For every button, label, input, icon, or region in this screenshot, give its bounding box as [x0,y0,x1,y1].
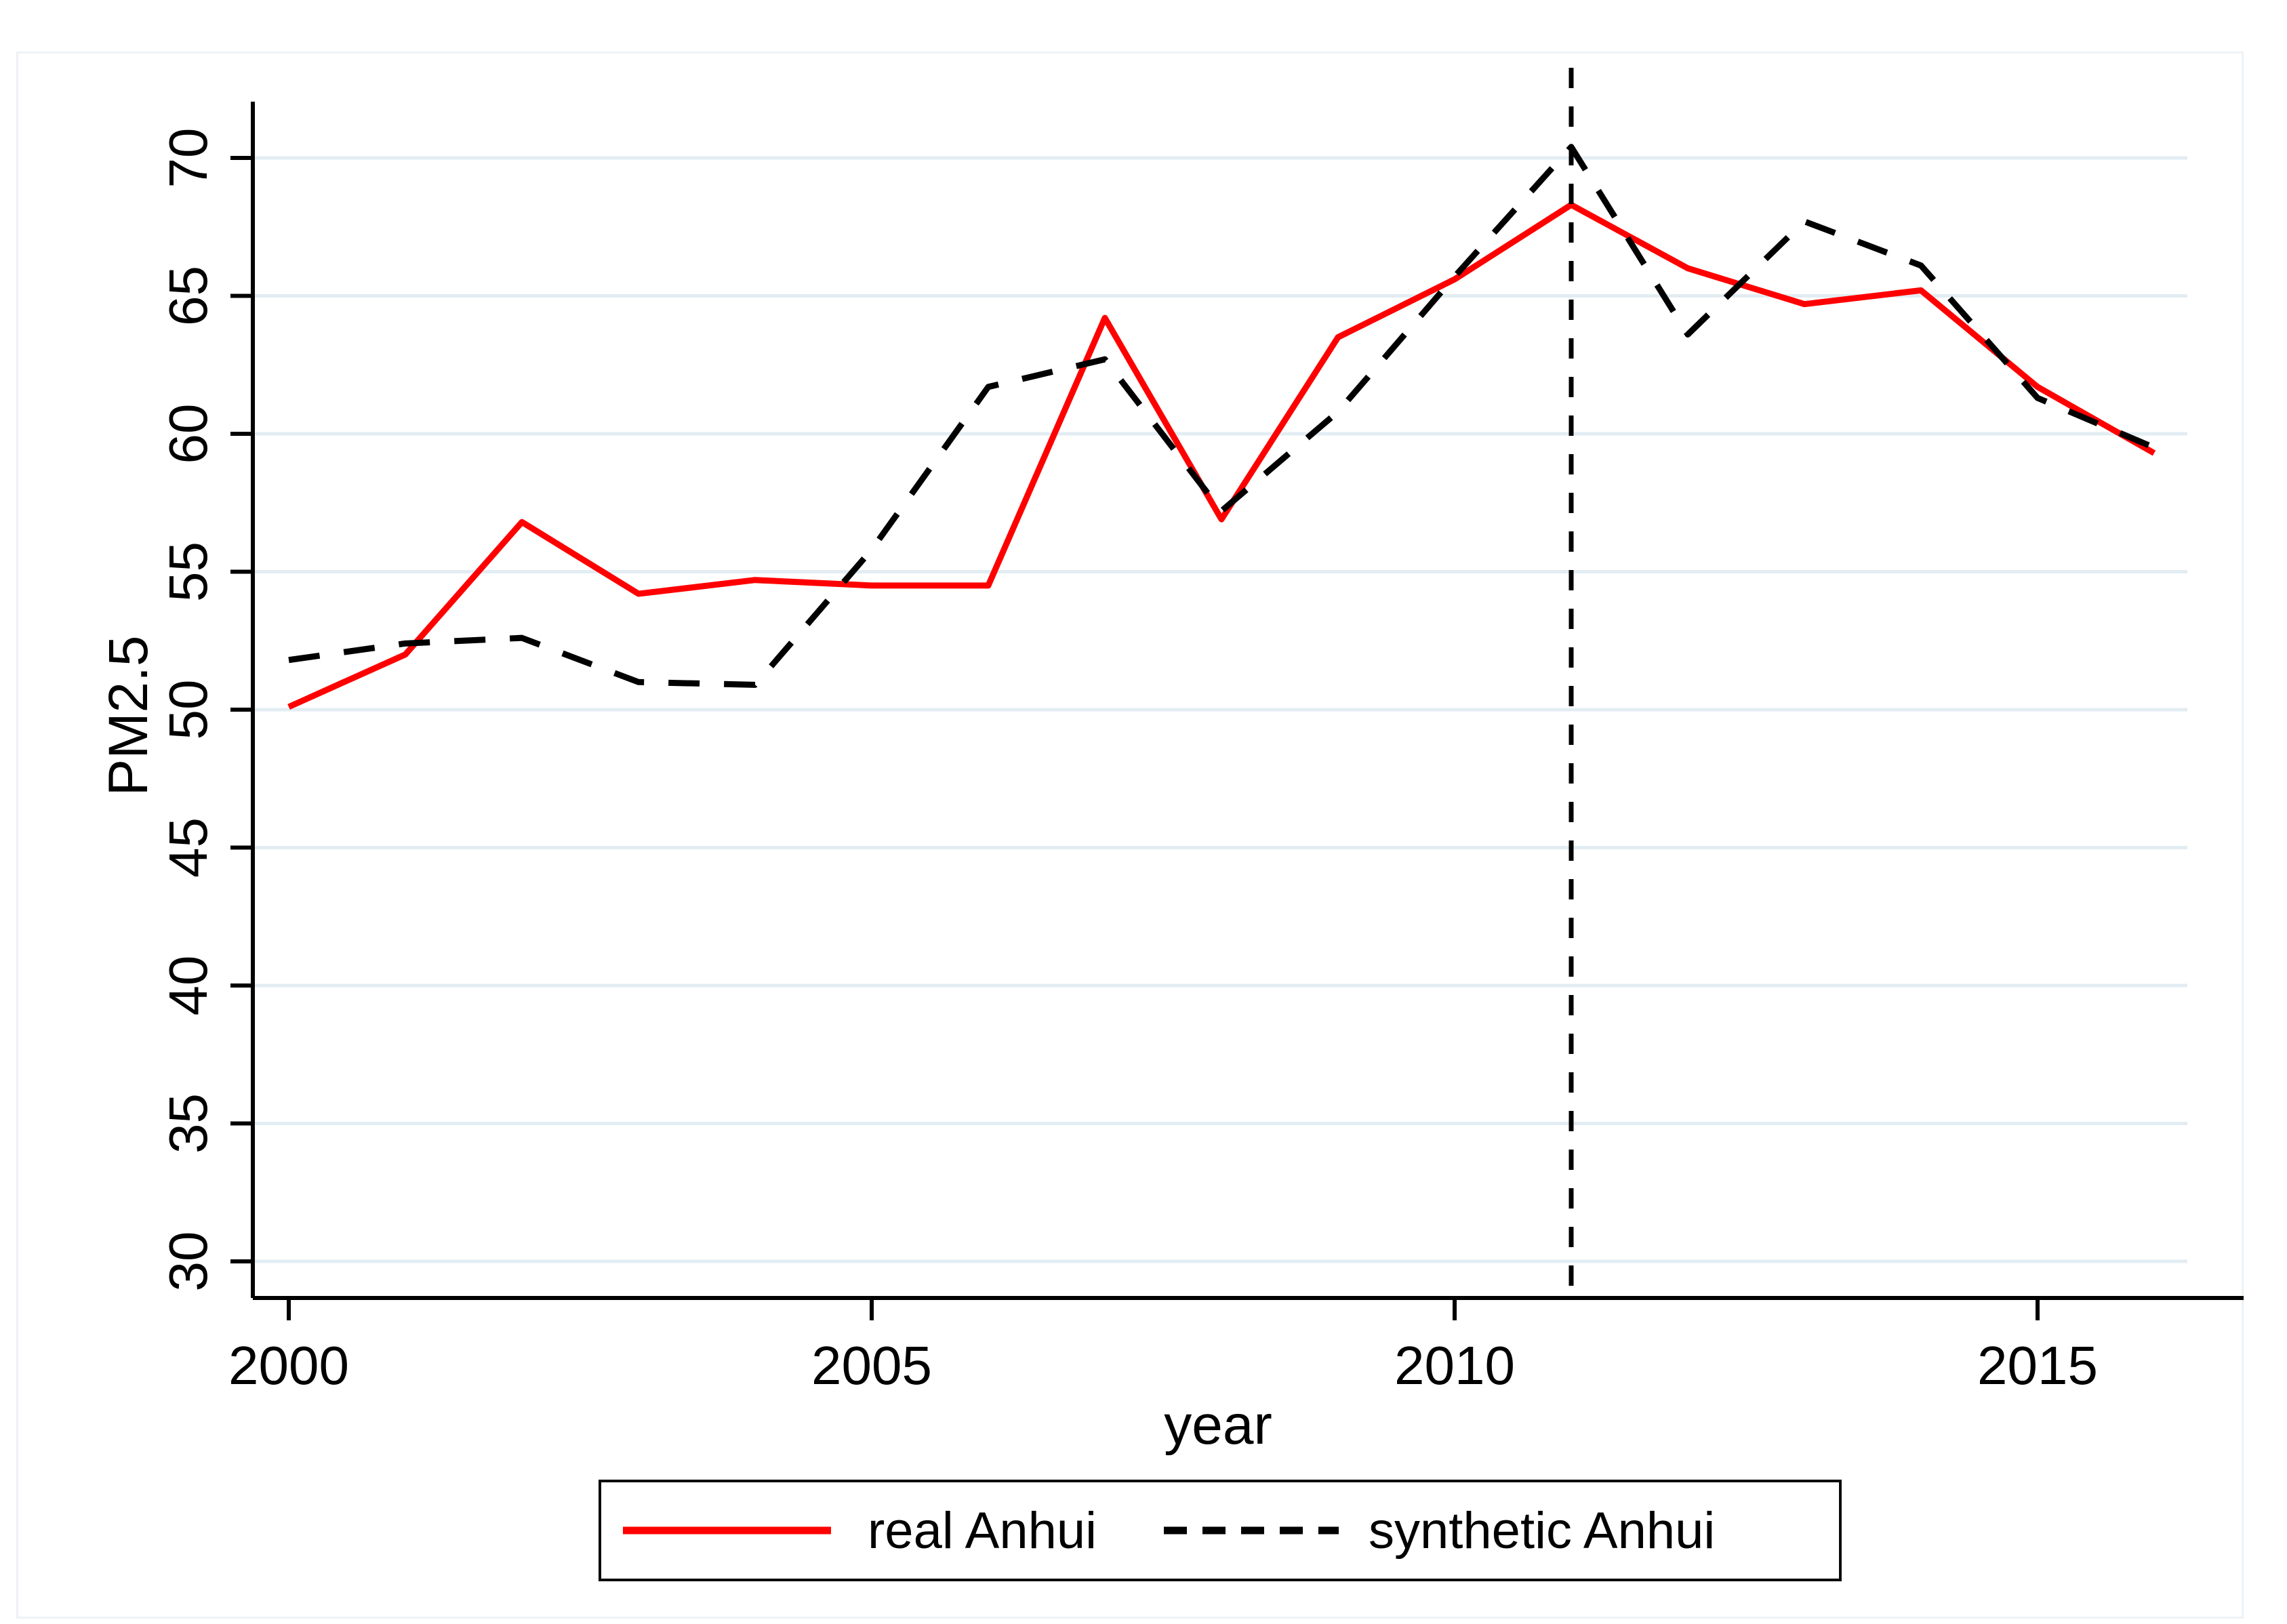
y-tick-label-35: 35 [158,1093,218,1154]
y-tick-label-60: 60 [158,404,218,464]
legend-swatch-synthetic [1164,1526,1339,1535]
y-tick-label-50: 50 [158,680,218,740]
y-tick-label-30: 30 [158,1232,218,1292]
y-tick-label-70: 70 [158,128,218,188]
legend-swatch-real [623,1526,831,1535]
x-tick-label-2000: 2000 [228,1335,349,1396]
x-tick-label-2005: 2005 [811,1335,932,1396]
x-tick-label-2015: 2015 [1977,1335,2098,1396]
y-tick-label-55: 55 [158,542,218,602]
y-axis-title: PM2.5 [98,635,159,796]
legend: real Anhui synthetic Anhui [599,1480,1842,1581]
y-tick-label-40: 40 [158,956,218,1016]
series-line-synthetic-anhui [288,144,2156,688]
y-tick-label-65: 65 [158,266,218,326]
x-axis-title: year [1164,1394,1272,1456]
series-line-real-anhui [287,201,2156,710]
y-tick-label-45: 45 [158,817,218,878]
legend-label-real: real Anhui [868,1501,1097,1560]
x-tick-label-2010: 2010 [1394,1335,1515,1396]
legend-label-synthetic: synthetic Anhui [1369,1501,1716,1560]
